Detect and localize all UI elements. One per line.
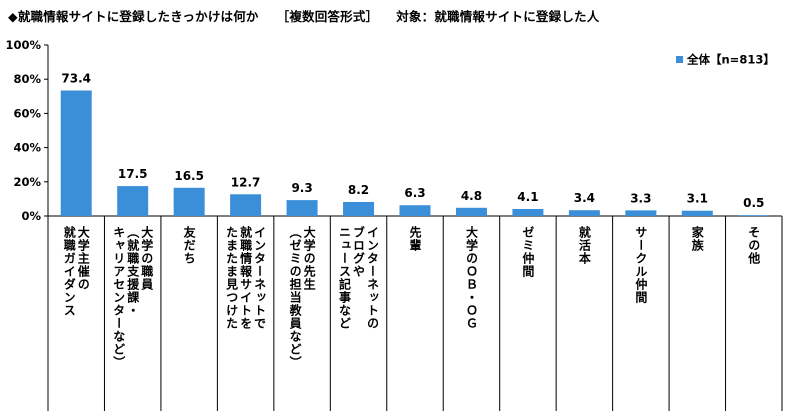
data-label: 4.1 — [517, 190, 538, 204]
category-label: インターネットで 就職情報サイトを たまたま見つけた — [224, 226, 267, 330]
data-label: 73.4 — [61, 71, 91, 85]
bar — [399, 205, 431, 216]
data-label: 12.7 — [231, 175, 261, 189]
category-label: 大学のＯＢ・ＯＧ — [464, 226, 479, 330]
bar — [286, 200, 318, 216]
legend-swatch — [676, 56, 683, 63]
bar — [455, 207, 487, 216]
y-tick-label: 40% — [13, 141, 41, 155]
category-label: インターネットの ブログや ニュース記事など — [337, 226, 380, 330]
y-tick-label: 80% — [13, 72, 41, 86]
data-label: 3.4 — [574, 191, 595, 205]
bar — [625, 210, 657, 216]
category-label: その他 — [746, 226, 761, 265]
category-label: サークル仲間 — [633, 226, 648, 304]
bar — [343, 201, 375, 216]
data-label: 8.2 — [348, 183, 369, 197]
title-format: ［複数回答形式］ — [276, 9, 379, 24]
category-label: 友だち — [182, 226, 197, 265]
y-tick-label: 100% — [5, 38, 41, 52]
category-label: 大学主催の 就職ガイダンス — [62, 226, 91, 317]
data-label: 16.5 — [174, 169, 204, 183]
bar — [60, 90, 92, 216]
bar — [568, 210, 600, 216]
data-label: 3.3 — [630, 191, 651, 205]
bar — [117, 186, 149, 216]
category-label: 先輩 — [408, 226, 422, 252]
category-label: 家族 — [690, 226, 705, 252]
data-label: 9.3 — [291, 181, 312, 195]
category-label: 就活本 — [577, 226, 592, 265]
y-tick-label: 0% — [21, 209, 41, 223]
title-target: 対象：就職情報サイトに登録した人 — [396, 9, 600, 24]
data-label: 0.5 — [743, 196, 764, 210]
bar — [738, 215, 770, 216]
legend-label: 全体【n=813】 — [686, 53, 775, 67]
title-question: ◆就職情報サイトに登録したきっかけは何か — [8, 9, 259, 24]
bar — [512, 208, 544, 216]
data-label: 17.5 — [118, 167, 148, 181]
y-tick-label: 20% — [13, 175, 41, 189]
category-label: 大学の先生 （ゼミの担当教員など） — [288, 226, 317, 369]
data-label: 3.1 — [687, 192, 708, 206]
bar — [230, 194, 262, 216]
bar — [173, 187, 205, 216]
data-label: 4.8 — [461, 189, 482, 203]
category-label: ゼミ仲間 — [520, 226, 535, 278]
y-tick-label: 60% — [13, 106, 41, 120]
data-label: 6.3 — [404, 186, 425, 200]
chart-title: ◆就職情報サイトに登録したきっかけは何か ［複数回答形式］ 対象：就職情報サイトに登… — [8, 6, 599, 25]
bar — [681, 210, 713, 216]
category-label: 大学の職員 （就職支援課・ キャリアセンターなど） — [111, 226, 154, 369]
